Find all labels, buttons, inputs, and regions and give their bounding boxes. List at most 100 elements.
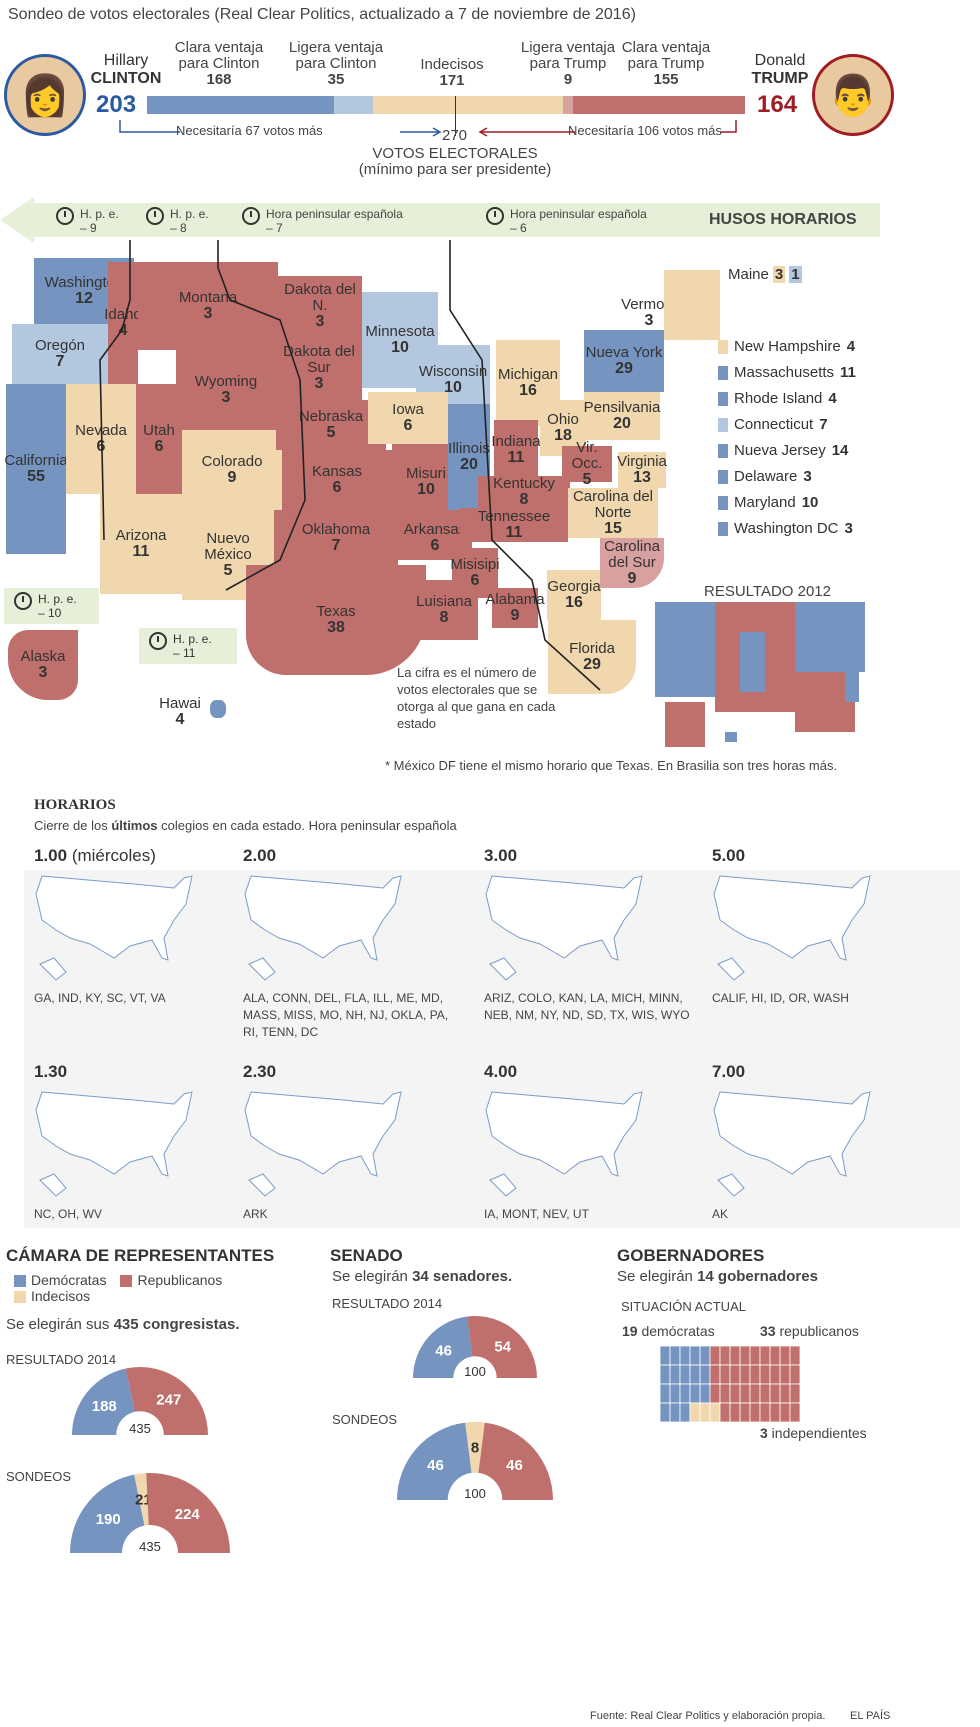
side-state[interactable]: Massachusetts 11: [718, 364, 856, 381]
governor-cell: [660, 1346, 671, 1366]
seat-segment: [465, 1422, 485, 1473]
seat-value: 54: [494, 1339, 511, 1356]
governor-cell: [729, 1402, 741, 1422]
state-alabama[interactable]: Alabama 9: [485, 588, 545, 628]
closing-time: 1.30: [34, 1062, 68, 1081]
governor-cell: [669, 1402, 681, 1422]
governor-cell: [679, 1346, 691, 1366]
seat-value: 224: [175, 1506, 201, 1523]
state-nueva-york[interactable]: Nueva York 29: [584, 330, 664, 392]
side-state[interactable]: Delaware 3: [718, 468, 812, 485]
governor-cell: [779, 1346, 791, 1366]
bar-segment: [562, 96, 573, 114]
threshold-line: [455, 96, 456, 136]
state-indiana[interactable]: Indiana 11: [491, 420, 541, 480]
side-state[interactable]: New Hampshire 4: [718, 338, 855, 355]
state-kentucky[interactable]: Kentucky 8: [478, 476, 570, 508]
governor-cell: [699, 1383, 711, 1404]
state-georgia[interactable]: Georgia 16: [547, 570, 601, 620]
tz-pt: H. p. e. – 9: [56, 207, 119, 235]
state-montana[interactable]: Montana 3: [138, 262, 278, 350]
state-minnesota[interactable]: Minnesota 10: [362, 292, 438, 388]
closing-states: CALIF, HI, ID, OR, WASH: [712, 991, 849, 1005]
governor-cell: [739, 1346, 751, 1366]
clock-icon: [486, 207, 504, 225]
governor-cell: [689, 1383, 701, 1404]
tz-mt: H. p. e. – 8: [146, 207, 209, 235]
seat-chart: 46 8 46 100: [397, 1422, 553, 1501]
governor-cell: [719, 1364, 731, 1385]
state-carolina-del-norte[interactable]: Carolina del Norte 15: [568, 488, 658, 538]
state-misisipi[interactable]: Misisipi 6: [450, 548, 500, 598]
tz-alaska: H. p. e. – 10: [4, 588, 99, 624]
state-kansas[interactable]: Kansas 6: [282, 450, 392, 510]
senate-title: SENADO: [330, 1246, 403, 1265]
state-virginia-occidental[interactable]: Vir. Occ. 5: [562, 440, 612, 488]
seat-chart: 188 247 435: [72, 1367, 208, 1436]
senate-subtitle: Se elegirán 34 senadores.: [332, 1268, 513, 1285]
state-idaho[interactable]: Idaho 4: [104, 262, 142, 384]
governor-cell: [789, 1383, 800, 1404]
clock-icon: [149, 632, 167, 650]
trump-name: Donald TRUMP: [740, 52, 820, 88]
governor-cell: [789, 1402, 800, 1422]
state-maine[interactable]: Maine 3 1: [728, 266, 802, 283]
tz-et: Hora peninsular española – 6: [486, 207, 647, 235]
clock-icon: [242, 207, 260, 225]
governor-cell: [669, 1346, 681, 1366]
state-virginia[interactable]: Virginia 13: [617, 452, 667, 488]
state-dakota-del-sur[interactable]: Dakota del Sur 3: [276, 336, 362, 400]
legend-dem-swatch: [14, 1275, 26, 1288]
state-swatch: [718, 339, 728, 354]
state-colorado[interactable]: Colorado 9: [182, 430, 282, 510]
state-dakota-del-norte[interactable]: Dakota del N. 3: [278, 276, 362, 336]
result-2012-title: RESULTADO 2012: [704, 583, 831, 600]
side-state[interactable]: Washington DC 3: [718, 520, 853, 537]
governor-cell: [769, 1364, 781, 1385]
tz-ct: Hora peninsular española – 7: [242, 207, 403, 235]
side-state[interactable]: Maryland 10: [718, 494, 818, 511]
state-pensilvania[interactable]: Pensilvania 20: [584, 392, 660, 440]
state-hawaii[interactable]: Hawai 4: [159, 695, 201, 728]
house-polls-label: SONDEOS: [6, 1469, 72, 1484]
clock-icon: [146, 207, 164, 225]
governors-subtitle: Se elegirán 14 gobernadores: [617, 1268, 818, 1285]
state-arizona[interactable]: Arizona 11: [100, 494, 182, 594]
trump-first: Donald: [754, 52, 806, 69]
state-nebraska[interactable]: Nebraska 5: [276, 400, 386, 450]
side-state[interactable]: Nueva Jersey 14: [718, 442, 848, 459]
state-wyoming[interactable]: Wyoming 3: [176, 350, 276, 430]
seat-value: 46: [506, 1457, 523, 1474]
needs-arrows: [119, 120, 737, 137]
closing-states: ALA, CONN, DEL, FLA, ILL, ME, MD, MASS, …: [243, 991, 449, 1039]
clinton-needs: Necesitaría 67 votos más: [176, 123, 323, 138]
closing-time: 4.00: [484, 1062, 518, 1081]
state-carolina-del-sur[interactable]: Carolina del Sur 9: [600, 538, 664, 588]
governors-ind: 3 independientes: [760, 1425, 867, 1441]
state-oregon[interactable]: Oregón 7: [12, 324, 108, 384]
state-alaska[interactable]: Alaska 3: [8, 630, 78, 700]
state-maine-shape[interactable]: [664, 270, 720, 340]
side-state[interactable]: Rhode Island 4: [718, 390, 837, 407]
seat-value: 188: [92, 1398, 117, 1415]
state-california[interactable]: California 55: [4, 384, 68, 554]
state-tennessee[interactable]: Tennessee 11: [460, 508, 568, 542]
closing-map: [244, 875, 402, 981]
closing-states: ARIZ, COLO, KAN, LA, MICH, MINN, NEB, NM…: [484, 991, 690, 1022]
state-utah[interactable]: Utah 6: [136, 384, 182, 494]
seat-segment: [478, 1422, 553, 1500]
side-state[interactable]: Connecticut 7: [718, 416, 828, 433]
state-iowa[interactable]: Iowa 6: [368, 392, 448, 444]
governors-rep: 33 republicanos: [760, 1323, 859, 1339]
bar-segment-label: Indecisos 171: [420, 56, 484, 89]
governor-cell: [669, 1383, 681, 1404]
governor-cell: [779, 1364, 791, 1385]
clinton-first: Hillary: [103, 52, 149, 69]
state-oklahoma[interactable]: Oklahoma 7: [274, 510, 398, 565]
clock-icon: [14, 592, 32, 610]
state-vermont[interactable]: Vermont 3: [621, 296, 677, 329]
state-texas[interactable]: Texas 38: [246, 565, 426, 675]
state-swatch: [718, 417, 728, 432]
house-2014-label: RESULTADO 2014: [6, 1352, 117, 1367]
threshold-value: 270: [442, 127, 468, 144]
